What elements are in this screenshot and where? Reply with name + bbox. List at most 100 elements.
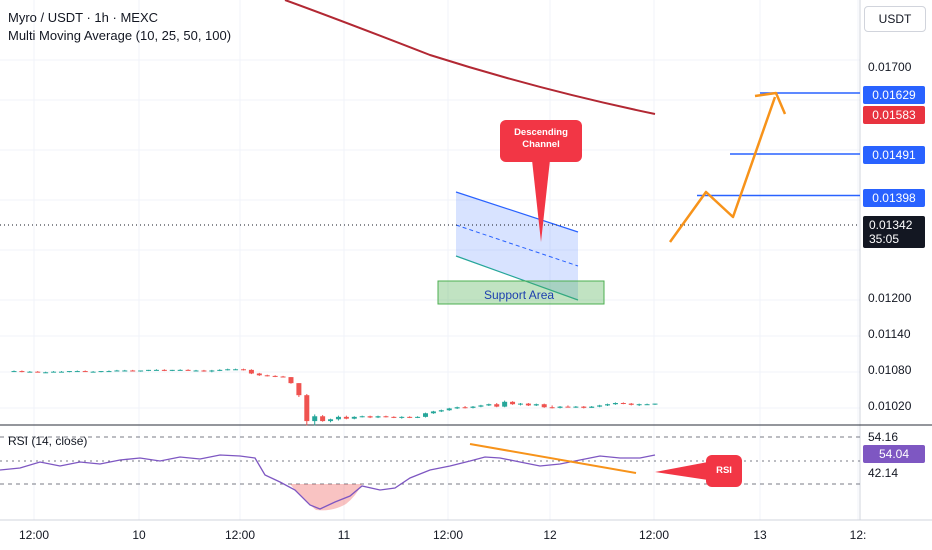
currency-selector[interactable]: USDT bbox=[864, 6, 926, 32]
candle-body bbox=[233, 369, 239, 371]
candle-body bbox=[51, 371, 57, 373]
time-tick: 12:00 bbox=[638, 528, 670, 542]
candle-body bbox=[517, 403, 523, 405]
candle-body bbox=[177, 369, 183, 371]
candle-body bbox=[217, 369, 223, 371]
candle-body bbox=[153, 369, 159, 371]
candle-body bbox=[106, 371, 112, 373]
candle-body bbox=[43, 372, 49, 374]
rsi-title: RSI (14, close) bbox=[8, 434, 88, 448]
candle-body bbox=[486, 404, 492, 406]
candle-body bbox=[605, 404, 611, 406]
candle-body bbox=[438, 410, 444, 412]
candle-body bbox=[256, 373, 262, 376]
candle-body bbox=[399, 416, 405, 418]
candle-body bbox=[58, 371, 64, 373]
candle-body bbox=[644, 404, 650, 406]
candle-body bbox=[454, 407, 460, 409]
candle-body bbox=[557, 406, 563, 408]
candle-body bbox=[248, 369, 254, 374]
time-tick: 12 bbox=[543, 528, 557, 542]
candle-body bbox=[589, 406, 595, 408]
candle-body bbox=[636, 404, 642, 406]
support-area-box bbox=[437, 280, 605, 305]
target-tag-3: 0.01629 bbox=[863, 86, 925, 104]
candle-body bbox=[430, 411, 436, 414]
candle-body bbox=[470, 406, 476, 408]
bar-countdown: 35:05 bbox=[869, 232, 900, 246]
candle-body bbox=[423, 413, 429, 417]
candle-body bbox=[312, 416, 318, 422]
chart-title: Myro / USDT · 1h · MEXC bbox=[8, 10, 159, 25]
candle-body bbox=[510, 401, 516, 405]
candle-body bbox=[620, 403, 626, 405]
moving-average-line bbox=[284, 0, 656, 115]
candle-body bbox=[240, 369, 246, 371]
time-tick: 11 bbox=[337, 528, 351, 542]
time-tick: 12: bbox=[849, 528, 867, 542]
candle-body bbox=[169, 369, 175, 371]
candle-body bbox=[11, 371, 17, 373]
candle-body bbox=[304, 395, 310, 422]
candle-body bbox=[146, 369, 152, 371]
candle-body bbox=[82, 371, 88, 373]
candle-body bbox=[114, 370, 120, 372]
candle-body bbox=[407, 416, 413, 418]
candle-body bbox=[161, 369, 167, 371]
support-area-label: Support Area bbox=[484, 288, 555, 302]
candle-body bbox=[193, 370, 199, 372]
candle-body bbox=[502, 401, 508, 407]
candle-body bbox=[130, 370, 136, 372]
candle-body bbox=[98, 371, 104, 373]
time-tick: 10 bbox=[132, 528, 146, 542]
candle-body bbox=[343, 416, 349, 419]
candle-body bbox=[612, 403, 618, 405]
candle-body bbox=[367, 416, 373, 418]
rsi-line bbox=[0, 454, 656, 510]
candle-body bbox=[335, 416, 341, 420]
candle-body bbox=[19, 371, 25, 373]
candle-body bbox=[525, 403, 531, 406]
candle-body bbox=[375, 416, 381, 418]
rsi-divergence-line bbox=[469, 443, 637, 474]
candle-body bbox=[652, 403, 658, 405]
candle-body bbox=[391, 416, 397, 418]
candle-body bbox=[122, 370, 128, 372]
candle-body bbox=[359, 416, 365, 418]
descending-channel-callout: Descending Channel bbox=[500, 120, 582, 162]
candle-body bbox=[280, 376, 286, 378]
candle-body bbox=[328, 419, 334, 422]
candle-body bbox=[628, 403, 634, 405]
projection-path bbox=[668, 96, 777, 243]
price-tick: 0.01020 bbox=[868, 399, 912, 413]
candle-body bbox=[549, 407, 555, 409]
current-price: 0.01342 bbox=[869, 218, 913, 232]
candle-body bbox=[415, 416, 421, 418]
candle-body bbox=[264, 375, 270, 377]
candle-body bbox=[565, 406, 571, 408]
price-tick: 0.01140 bbox=[868, 327, 911, 341]
channel-lower-line bbox=[455, 255, 579, 301]
candle-body bbox=[138, 370, 144, 372]
candle-body bbox=[201, 370, 207, 372]
candle-body bbox=[581, 406, 587, 408]
candle-body bbox=[383, 416, 389, 418]
candle-body bbox=[272, 375, 278, 377]
candle-body bbox=[209, 370, 215, 372]
candle-body bbox=[597, 405, 603, 407]
target-tag-2: 0.01491 bbox=[863, 146, 925, 164]
candle-body bbox=[462, 407, 468, 409]
time-tick: 12:00 bbox=[432, 528, 464, 542]
candle-body bbox=[225, 369, 231, 371]
channel-upper-line bbox=[455, 191, 579, 233]
rsi-callout-pointer bbox=[655, 462, 708, 480]
current-price-tag: 0.01342 35:05 bbox=[863, 216, 925, 248]
channel-mid-line bbox=[455, 224, 579, 267]
projection-arrowhead bbox=[754, 91, 787, 115]
indicator-label: Multi Moving Average (10, 25, 50, 100) bbox=[8, 28, 232, 43]
rsi-callout: RSI bbox=[706, 455, 742, 487]
price-tick: 0.01080 bbox=[868, 363, 912, 377]
rsi-oversold-fill bbox=[290, 484, 362, 511]
candle-body bbox=[478, 405, 484, 407]
